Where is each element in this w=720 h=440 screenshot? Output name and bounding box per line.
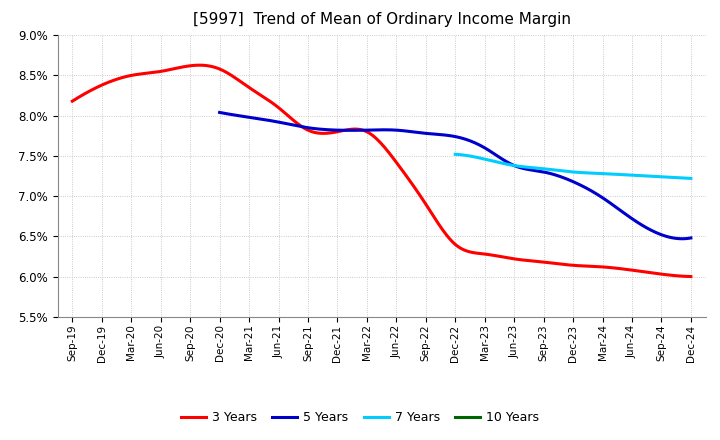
5 Years (687, 235, 696, 241)
5 Years (642, 225, 651, 231)
5 Years (215, 110, 224, 115)
3 Years (631, 268, 639, 273)
3 Years (687, 274, 696, 279)
3 Years (438, 227, 447, 232)
3 Years (194, 62, 203, 68)
Line: 5 Years: 5 Years (220, 113, 691, 239)
7 Years (595, 171, 604, 176)
7 Years (451, 152, 460, 157)
7 Years (649, 174, 658, 179)
Title: [5997]  Trend of Mean of Ordinary Income Margin: [5997] Trend of Mean of Ordinary Income … (193, 12, 571, 27)
5 Years (494, 154, 503, 159)
5 Years (677, 236, 685, 242)
3 Years (70, 97, 78, 103)
3 Years (436, 224, 445, 230)
5 Years (613, 205, 621, 210)
5 Years (504, 160, 513, 165)
7 Years (590, 171, 599, 176)
7 Years (665, 175, 673, 180)
5 Years (496, 155, 505, 161)
7 Years (687, 176, 696, 181)
3 Years (591, 264, 600, 269)
5 Years (217, 110, 225, 115)
Line: 3 Years: 3 Years (72, 65, 691, 277)
7 Years (591, 171, 600, 176)
3 Years (449, 240, 457, 245)
7 Years (451, 152, 459, 157)
3 Years (68, 99, 76, 104)
Line: 7 Years: 7 Years (455, 154, 691, 178)
Legend: 3 Years, 5 Years, 7 Years, 10 Years: 3 Years, 5 Years, 7 Years, 10 Years (176, 407, 544, 429)
